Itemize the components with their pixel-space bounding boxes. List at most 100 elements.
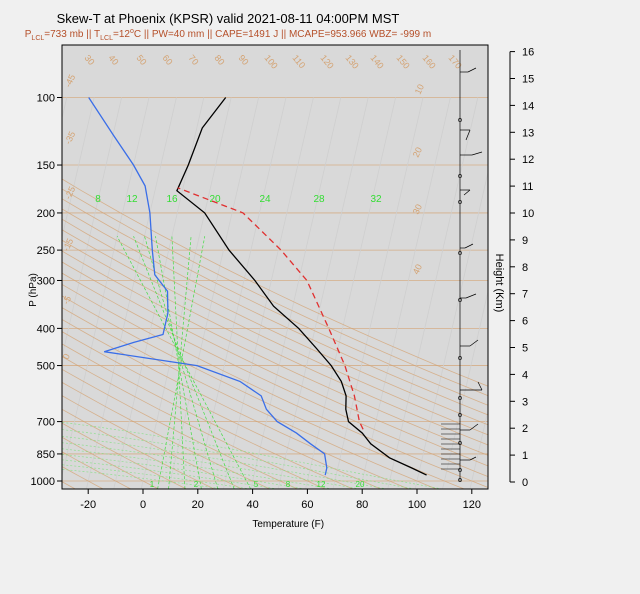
y-tick-label: 1000	[31, 476, 55, 488]
height-tick-label: 10	[522, 208, 534, 220]
bottom-label: 20	[356, 480, 365, 489]
height-tick-label: 0	[522, 477, 528, 489]
wind-barb	[465, 293, 477, 299]
height-tick-label: 14	[522, 100, 534, 112]
dry-adiabat-line	[62, 250, 488, 456]
height-tick-label: 8	[522, 262, 528, 274]
parcel-profile	[177, 187, 364, 430]
dry-adiabat-label: 30	[82, 53, 96, 67]
dry-adiabat-line	[62, 395, 243, 489]
height-tick-label: 16	[522, 47, 534, 59]
wind-point	[458, 118, 462, 122]
isotherm-line	[305, 97, 396, 489]
height-tick-label: 2	[522, 423, 528, 435]
moist-adiabat-label: 30	[411, 203, 424, 216]
moist-adiabat-label: -35	[63, 130, 78, 146]
height-tick-label: 7	[522, 289, 528, 301]
wind-barb	[467, 67, 477, 73]
subtitle-part: o	[130, 28, 134, 35]
dry-adiabat-line	[62, 198, 488, 406]
dry-adiabat-line	[62, 208, 488, 416]
temperature-profile	[176, 97, 427, 476]
x-tick-label: -20	[80, 499, 96, 511]
plot-area	[62, 45, 488, 489]
height-tick-label: 12	[522, 154, 534, 166]
dry-adiabat-line	[62, 451, 132, 489]
isotherm-line	[387, 97, 479, 489]
dry-adiabat-line	[0, 98, 48, 490]
wind-point	[458, 200, 462, 204]
moist-adiabat-line	[62, 421, 443, 489]
bottom-label: 5	[254, 480, 259, 489]
wind-barb	[464, 243, 474, 249]
wind-point	[458, 298, 462, 302]
dry-adiabat-line	[62, 436, 159, 489]
moist-adiabat-label: 0	[61, 352, 72, 361]
dry-adiabat-line	[62, 261, 488, 467]
wind-barb	[469, 456, 477, 461]
moist-adiabat-label: 10	[413, 83, 426, 96]
mixing-ratio-label: 24	[259, 194, 271, 205]
x-tick-label: 80	[356, 499, 368, 511]
subtitle-part: LCL	[100, 35, 113, 42]
bottom-label: 12	[317, 480, 326, 489]
dry-adiabat-line	[62, 331, 382, 489]
mixing-ratio-line	[116, 236, 252, 489]
dry-adiabat-line	[62, 356, 326, 489]
wind-point	[458, 413, 462, 417]
moist-adiabat-label: 40	[411, 263, 424, 276]
wind-barb	[465, 129, 471, 141]
isotherm-line	[222, 97, 314, 489]
dry-adiabat-label: 90	[236, 53, 250, 67]
subtitle-part: =733 mb || T	[44, 29, 100, 40]
isotherm-line	[62, 97, 150, 478]
isotherm-line	[332, 97, 424, 489]
height-tick-label: 6	[522, 316, 528, 328]
dry-adiabat-line	[62, 368, 298, 489]
dry-adiabat-line	[62, 422, 187, 489]
y-tick-label: 500	[37, 361, 55, 373]
dry-adiabat-line	[62, 229, 488, 436]
height-axis-label: Height (Km)	[493, 254, 505, 313]
y-tick-label: 100	[37, 93, 55, 105]
y-axis-label: P (hPa)	[28, 273, 39, 307]
height-tick-label: 15	[522, 74, 534, 86]
dry-adiabat-line	[62, 381, 271, 489]
dry-adiabat-line	[62, 178, 488, 387]
subtitle-part: C || PW=40 mm || CAPE=1491 J || MCAPE=95…	[134, 29, 431, 40]
dry-adiabat-line	[62, 408, 215, 489]
y-tick-label: 200	[37, 208, 55, 220]
dry-adiabat-line	[62, 188, 488, 397]
y-tick-label: 850	[37, 449, 55, 461]
dry-adiabat-line	[62, 272, 488, 478]
moist-adiabat-line	[62, 448, 333, 489]
isotherm-line	[62, 97, 95, 240]
wind-point	[458, 174, 462, 178]
height-tick-label: 4	[522, 369, 528, 381]
wind-point	[458, 478, 462, 482]
x-tick-label: 100	[408, 499, 426, 511]
y-tick-label: 400	[37, 323, 55, 335]
wind-point	[458, 251, 462, 255]
chart-subtitle: PLCL=733 mb || TLCL=12oC || PW=40 mm || …	[25, 28, 431, 42]
wind-point	[458, 356, 462, 360]
mixing-ratio-label: 12	[126, 194, 138, 205]
height-tick-label: 11	[522, 181, 533, 193]
subtitle-part: P	[25, 29, 32, 40]
subtitle-part: =12	[113, 29, 130, 40]
isotherm-line	[168, 97, 259, 489]
isotherm-line	[359, 97, 451, 489]
dewpoint-profile	[88, 97, 328, 476]
bottom-label: 2	[194, 480, 199, 489]
x-axis-label: Temperature (F)	[252, 519, 324, 530]
x-tick-label: 20	[192, 499, 204, 511]
subtitle-part: LCL	[31, 35, 44, 42]
chart-title: Skew-T at Phoenix (KPSR) valid 2021-08-1…	[57, 11, 400, 26]
height-tick-label: 5	[522, 343, 528, 355]
moist-adiabat-line	[62, 436, 388, 489]
plot-border	[61, 44, 489, 490]
wind-barb	[469, 423, 479, 431]
isotherm-line	[525, 98, 615, 490]
wind-point	[458, 396, 462, 400]
